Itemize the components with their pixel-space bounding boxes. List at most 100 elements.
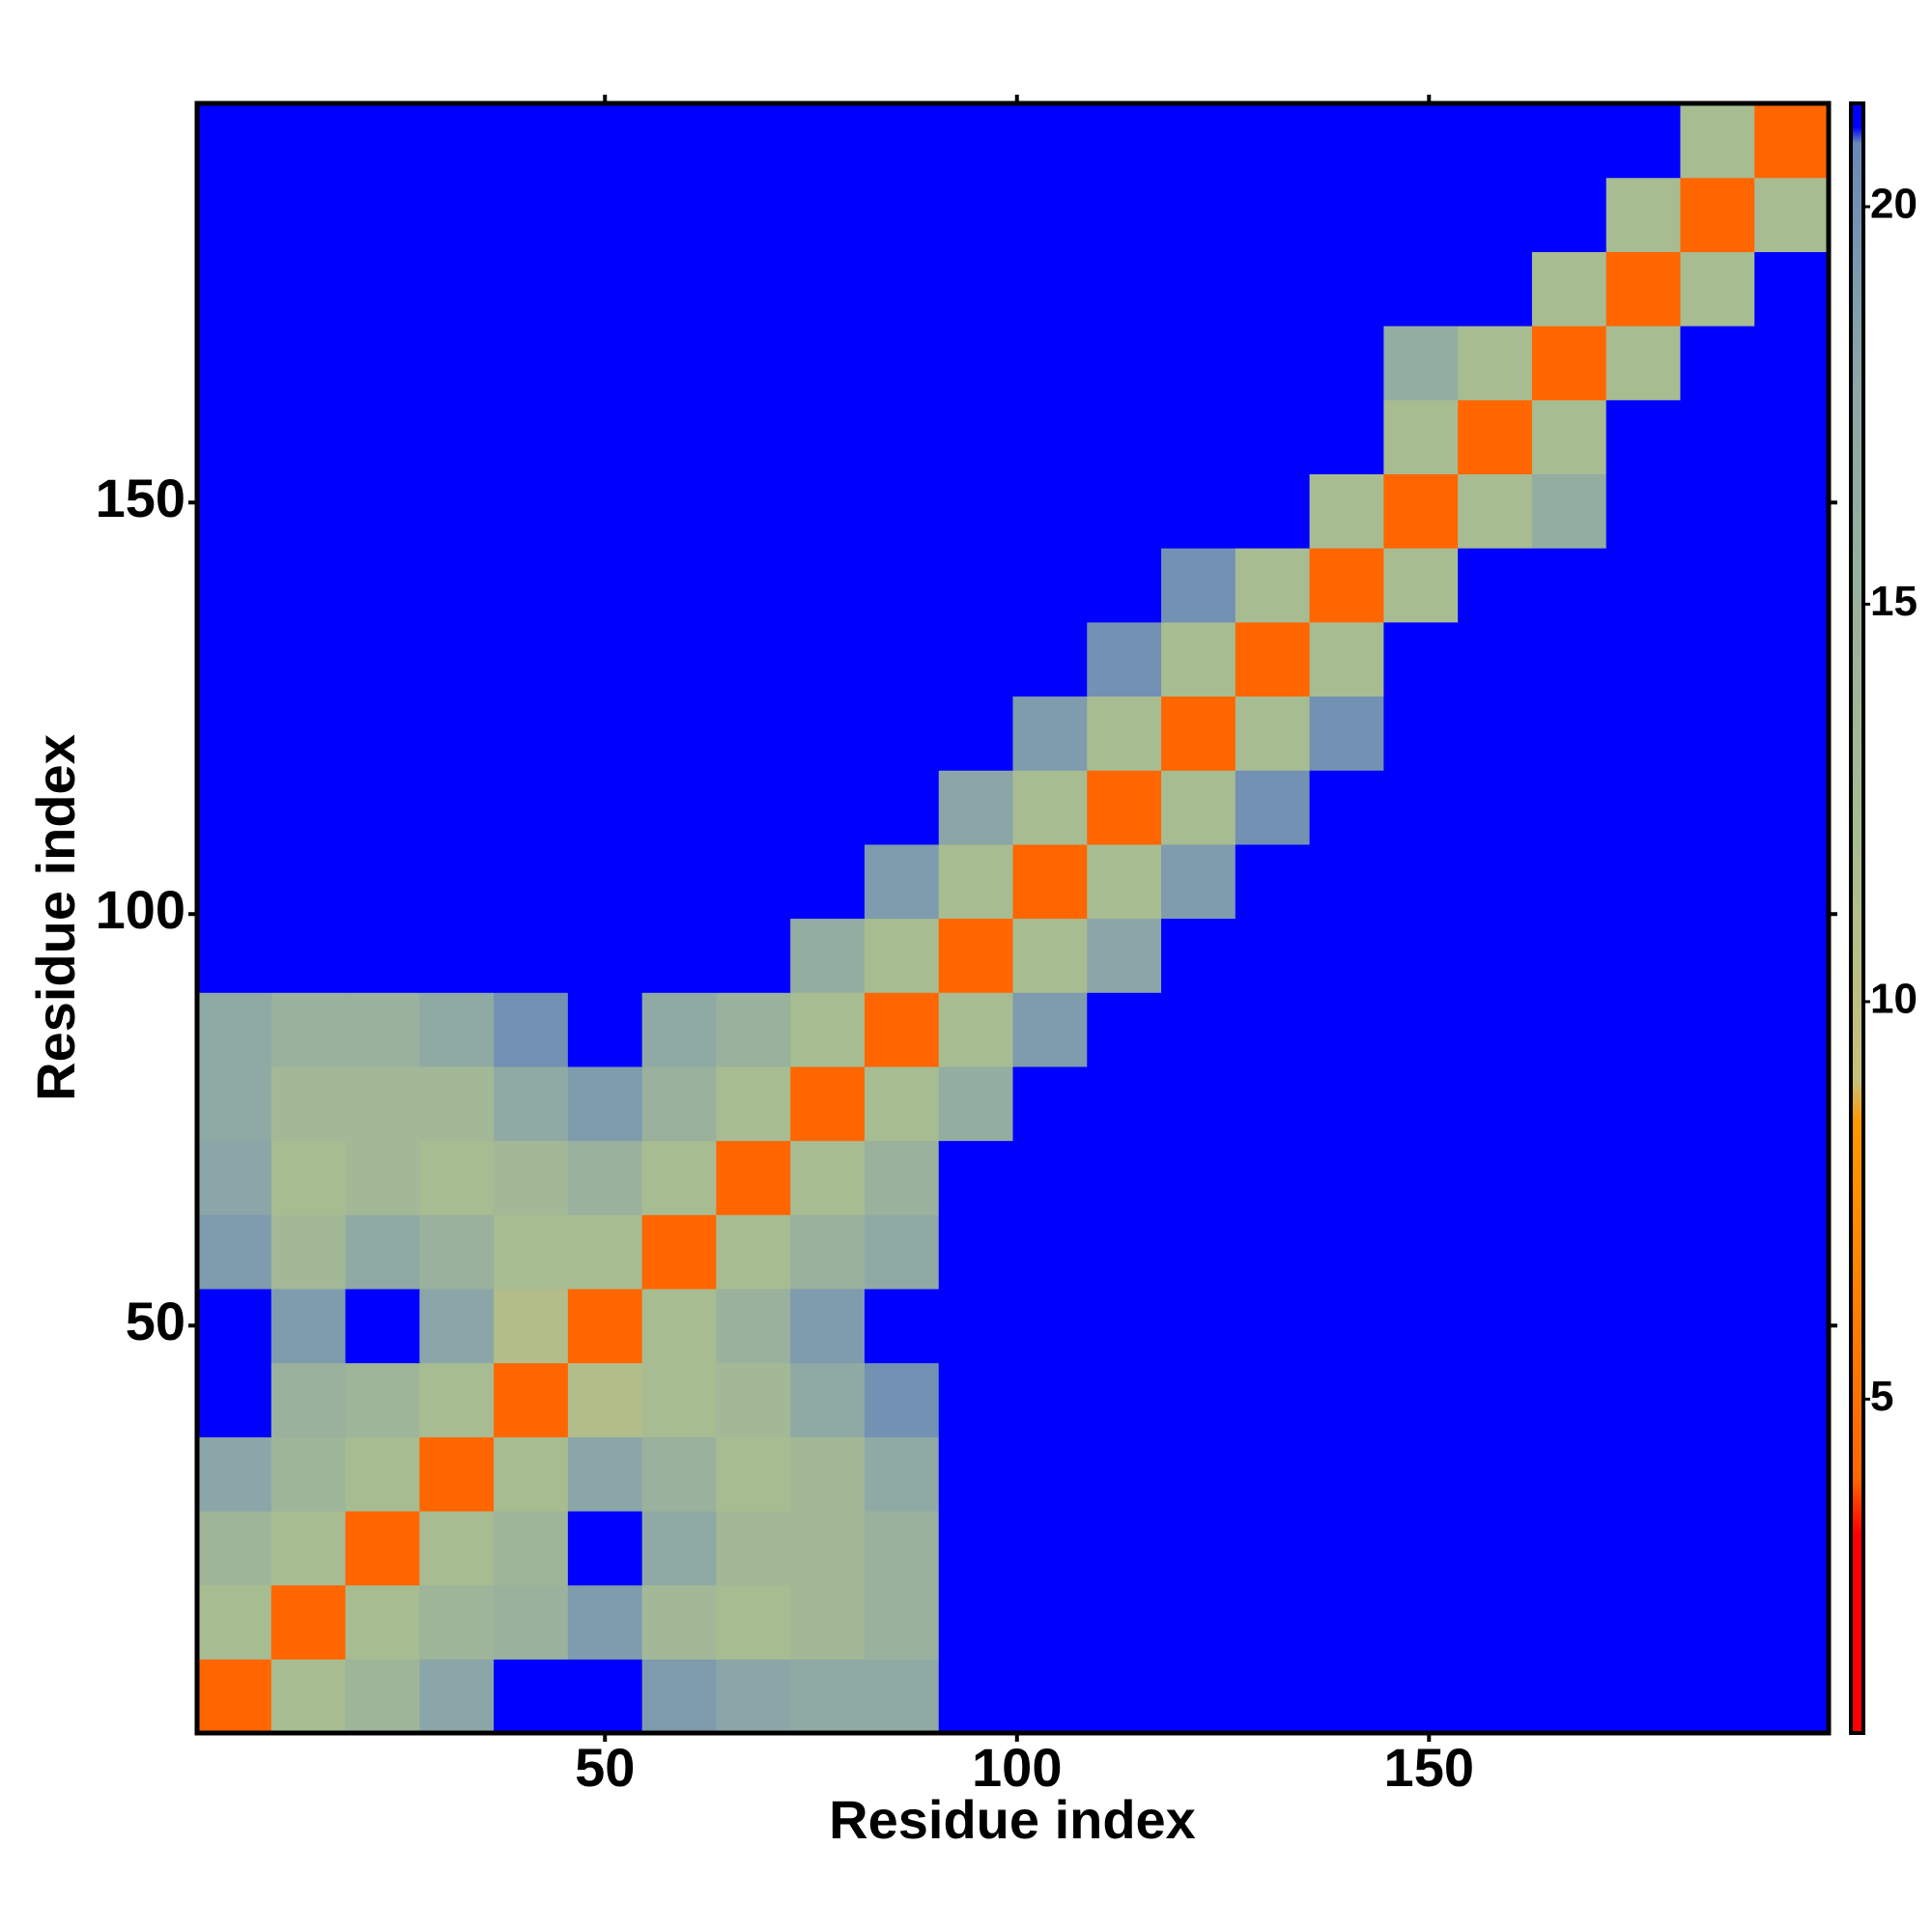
heatmap-cell — [1383, 326, 1459, 401]
heatmap-cell — [938, 473, 1014, 549]
heatmap-cell — [567, 1362, 643, 1437]
heatmap-cell — [1754, 251, 1830, 327]
heatmap-cell — [1235, 843, 1311, 920]
heatmap-cell — [1680, 177, 1755, 252]
heatmap-cell — [419, 1214, 495, 1290]
heatmap-cell — [419, 548, 495, 623]
heatmap-cell — [641, 696, 718, 771]
heatmap-cell — [790, 992, 866, 1067]
heatmap-cell — [1754, 177, 1830, 252]
heatmap-cell — [419, 843, 495, 920]
heatmap-cell — [1680, 1140, 1755, 1215]
heatmap-cell — [641, 103, 718, 179]
heatmap-cell — [1383, 399, 1459, 475]
heatmap-cell — [567, 843, 643, 920]
x-tick-label: 150 — [1384, 1737, 1474, 1798]
heatmap-cell — [1012, 326, 1088, 401]
heatmap-cell — [1012, 1065, 1088, 1142]
heatmap-cell — [1309, 918, 1384, 993]
heatmap-cell — [790, 770, 866, 845]
heatmap-cell — [419, 399, 495, 475]
heatmap-cell — [1161, 548, 1236, 623]
heatmap-cell — [270, 326, 347, 401]
heatmap-cell — [864, 1140, 940, 1215]
heatmap-cell — [641, 473, 718, 549]
heatmap-cell — [1531, 399, 1607, 475]
heatmap-cell — [197, 103, 272, 179]
heatmap-cell — [641, 843, 718, 920]
heatmap-cell — [716, 1065, 791, 1142]
heatmap-cell — [1680, 1436, 1755, 1512]
heatmap-cell — [1680, 621, 1755, 697]
heatmap-cell — [1087, 843, 1162, 920]
heatmap-cell — [197, 326, 272, 401]
heatmap-cell — [641, 1510, 718, 1586]
heatmap-cell — [1531, 473, 1607, 549]
heatmap-cell — [1235, 1659, 1311, 1734]
heatmap-cell — [641, 177, 718, 252]
heatmap-cell — [494, 399, 569, 475]
heatmap-cell — [864, 251, 940, 327]
heatmap-cell — [494, 473, 569, 549]
heatmap-cell — [1531, 103, 1607, 179]
heatmap-cell — [938, 696, 1014, 771]
heatmap-cell — [790, 251, 866, 327]
heatmap-cell — [716, 1214, 791, 1290]
heatmap-cell — [716, 548, 791, 623]
heatmap-cell — [1087, 103, 1162, 179]
heatmap-cell — [1458, 399, 1533, 475]
heatmap-cell — [345, 103, 420, 179]
heatmap-cell — [567, 473, 643, 549]
heatmap-cell — [197, 251, 272, 327]
heatmap-cell — [1458, 1065, 1533, 1142]
heatmap-cell — [1012, 1659, 1088, 1734]
heatmap-cell — [1161, 251, 1236, 327]
heatmap-cell — [1754, 696, 1830, 771]
heatmap-cell — [1754, 1584, 1830, 1660]
heatmap-cell — [1087, 1584, 1162, 1660]
heatmap-cell — [419, 1140, 495, 1215]
heatmap-cell — [270, 696, 347, 771]
heatmap-cell — [1012, 1214, 1088, 1290]
heatmap-cell — [494, 251, 569, 327]
heatmap-cell — [938, 399, 1014, 475]
heatmap-cell — [716, 1510, 791, 1586]
heatmap-cell — [1309, 1214, 1384, 1290]
heatmap-cell — [1087, 770, 1162, 845]
heatmap-cell — [419, 1510, 495, 1586]
heatmap-cell — [1754, 621, 1830, 697]
heatmap-cell — [1754, 1065, 1830, 1142]
x-axis-title: Residue index — [829, 1789, 1196, 1850]
heatmap-cell — [345, 621, 420, 697]
heatmap-cell — [1383, 1065, 1459, 1142]
heatmap-cell — [1531, 1510, 1607, 1586]
y-tick-label: 50 — [126, 1291, 185, 1351]
heatmap-cell — [419, 621, 495, 697]
heatmap-cell — [197, 1510, 272, 1586]
heatmap-cell — [1235, 177, 1311, 252]
heatmap-cell — [270, 548, 347, 623]
heatmap-cell — [197, 473, 272, 549]
heatmap-cell — [1309, 1362, 1384, 1437]
heatmap-cell — [270, 992, 347, 1067]
heatmap-cell — [1309, 1436, 1384, 1512]
heatmap-cell — [864, 1510, 940, 1586]
y-tick-label: 100 — [96, 879, 185, 940]
heatmap-cell — [1458, 177, 1533, 252]
heatmap-cell — [1309, 473, 1384, 549]
heatmap-cell — [494, 103, 569, 179]
heatmap-cell — [1531, 326, 1607, 401]
heatmap-cell — [716, 621, 791, 697]
heatmap-cell — [1309, 1065, 1384, 1142]
heatmap-cell — [1161, 1436, 1236, 1512]
heatmap-cell — [1309, 621, 1384, 697]
heatmap-cell — [938, 1140, 1014, 1215]
heatmap-cell — [1680, 1659, 1755, 1734]
heatmap-cell — [197, 399, 272, 475]
heatmap-cell — [1458, 770, 1533, 845]
heatmap-cell — [864, 177, 940, 252]
heatmap-cell — [345, 1436, 420, 1512]
heatmap-cell — [494, 1510, 569, 1586]
heatmap-cell — [1531, 843, 1607, 920]
heatmap-cell — [1458, 621, 1533, 697]
